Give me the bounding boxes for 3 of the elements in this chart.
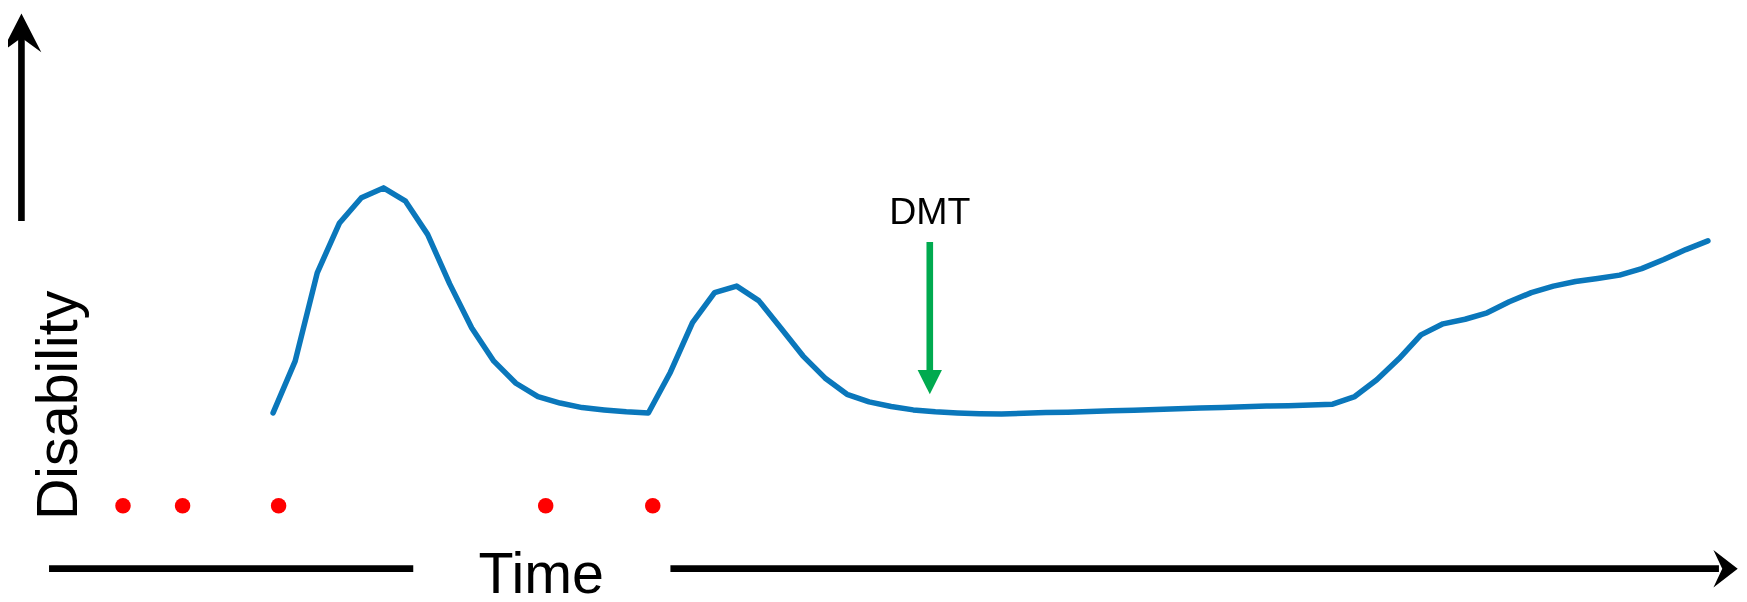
x-axis-title: Time: [478, 540, 604, 602]
y-axis-title: Disability: [24, 290, 89, 521]
annotation: DMT: [889, 190, 971, 233]
